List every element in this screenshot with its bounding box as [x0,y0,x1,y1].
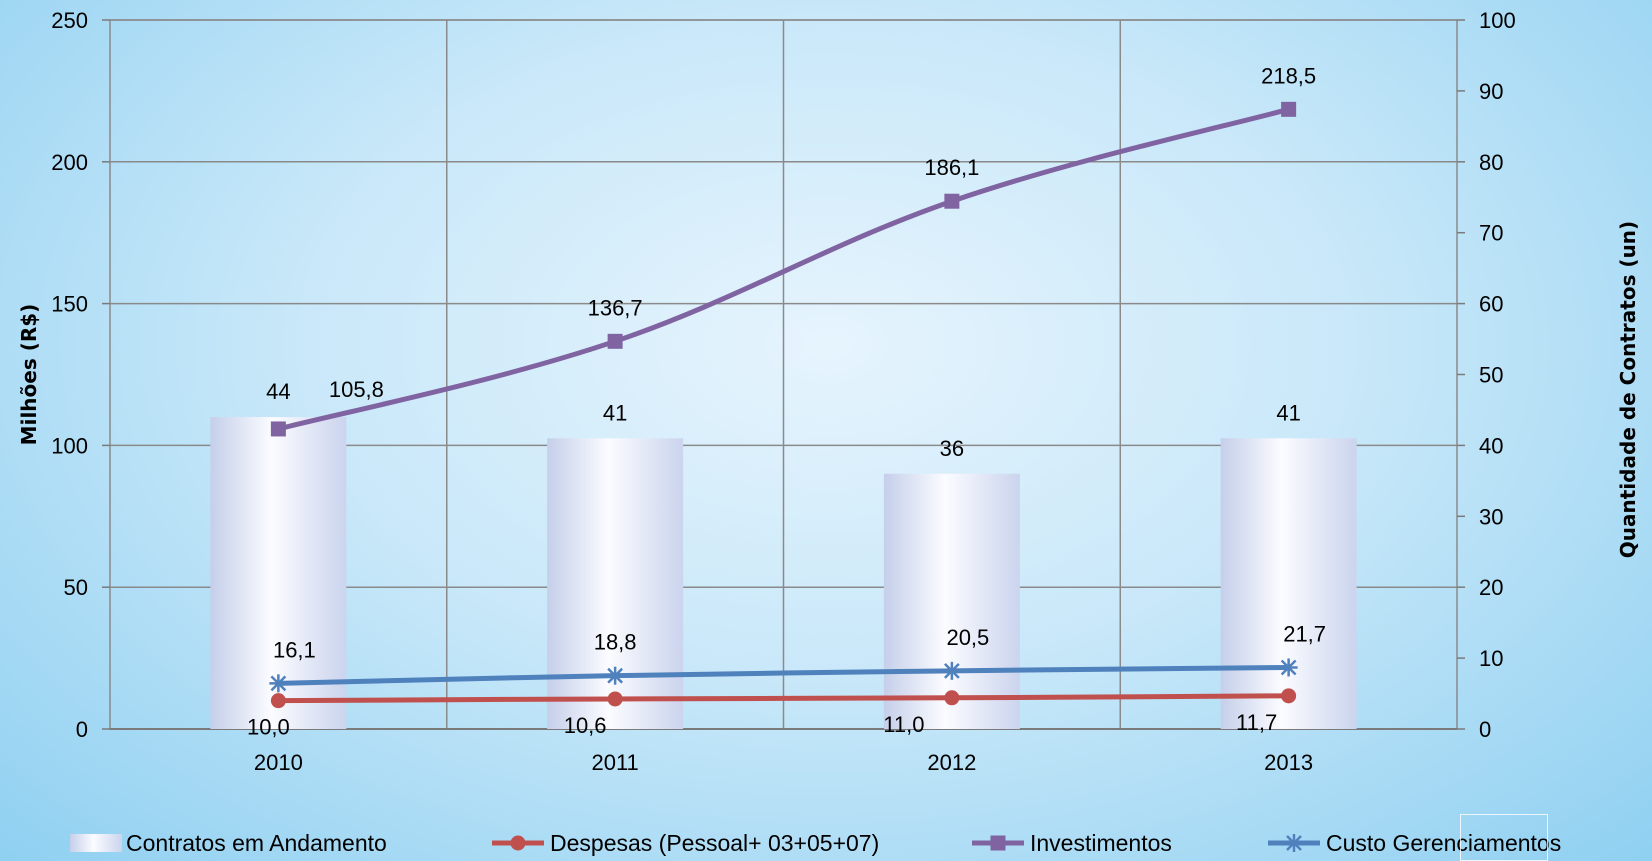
data-point-stroke [607,667,624,684]
data-label: 11,0 [883,712,924,737]
legend-item: Despesas (Pessoal+ 03+05+07) [490,830,970,857]
y-right-tick-label: 70 [1479,221,1503,246]
data-label: 20,5 [946,625,989,650]
x-tick-label: 2012 [927,750,976,775]
x-tick-label: 2010 [254,750,303,775]
bar-label: 41 [1276,400,1300,425]
data-label: 11,7 [1236,710,1277,735]
data-point [944,690,960,706]
data-point-stroke [270,675,287,692]
data-label: 136,7 [588,295,643,320]
data-point [1281,688,1297,704]
y-right-tick-label: 60 [1479,292,1503,317]
y-right-tick-label: 40 [1479,433,1503,458]
data-label: 10,6 [564,713,607,738]
legend-label: Investimentos [1030,829,1172,856]
y-right-tick-label: 30 [1479,504,1503,529]
legend-line-swatch [1268,834,1320,852]
series-line [275,693,1292,704]
bar-label: 41 [603,400,627,425]
bar [1220,438,1357,729]
y-right-tick-label: 0 [1479,717,1491,742]
y-left-tick-label: 150 [51,292,88,317]
data-point [607,333,623,349]
y-left-tick-label: 50 [64,575,88,600]
y-left-tick-label: 0 [76,717,88,742]
legend-marker [510,835,526,851]
legend-marker-stroke [1286,835,1302,851]
y-right-tick-label: 90 [1479,79,1503,104]
data-point [607,691,623,707]
data-label: 218,5 [1261,63,1316,88]
y-left-tick-label: 200 [51,150,88,175]
legend-marker [1285,834,1303,852]
legend-item: Contratos em Andamento [70,830,490,857]
legend-marker [990,835,1006,851]
data-label: 186,1 [924,155,979,180]
data-point [1281,101,1297,117]
data-label: 21,7 [1283,621,1326,646]
y-right-tick-label: 100 [1479,8,1516,33]
legend-item: Investimentos [970,830,1266,857]
corner-decoration [1460,814,1548,861]
legend-item: Custo Gerenciamentos [1266,830,1650,857]
bar [547,438,684,729]
y-right-tick-label: 10 [1479,646,1503,671]
data-point [942,661,961,680]
x-tick-label: 2011 [591,750,638,775]
legend-label: Custo Gerenciamentos [1326,829,1562,856]
legend-label: Contratos em Andamento [126,829,387,856]
legend-label: Despesas (Pessoal+ 03+05+07) [550,829,880,856]
data-point [269,674,288,693]
legend-line-swatch [972,835,1024,851]
y-left-axis-title: Milhões (R$) [17,304,41,446]
bar-label: 44 [266,379,290,404]
data-point [944,193,960,209]
y-right-tick-label: 20 [1479,575,1503,600]
legend-bar-swatch [70,834,122,852]
y-left-tick-label: 100 [51,433,88,458]
chart-legend: Contratos em Andamento Despesas (Pessoal+… [70,828,1650,858]
y-right-tick-label: 80 [1479,150,1503,175]
series-line [275,664,1292,686]
x-tick-label: 2013 [1264,750,1313,775]
y-right-tick-label: 50 [1479,363,1503,388]
data-label: 16,1 [273,637,316,662]
bar [883,473,1020,729]
legend-swatch-rect [70,834,122,852]
data-point [1279,658,1298,677]
bar-label: 36 [940,436,964,461]
y-left-tick-label: 250 [51,8,88,33]
legend-line-swatch [492,835,544,851]
data-point [270,421,286,437]
series-line [275,106,1292,432]
data-point-stroke [943,662,960,679]
data-point-stroke [1280,659,1297,676]
data-label: 18,8 [594,630,637,655]
data-label: 10,0 [247,715,290,740]
y-right-axis-title: Quantidade de Contratos (un) [1616,221,1640,558]
data-point [270,693,286,709]
data-point [606,666,625,685]
data-label: 105,8 [329,377,384,402]
